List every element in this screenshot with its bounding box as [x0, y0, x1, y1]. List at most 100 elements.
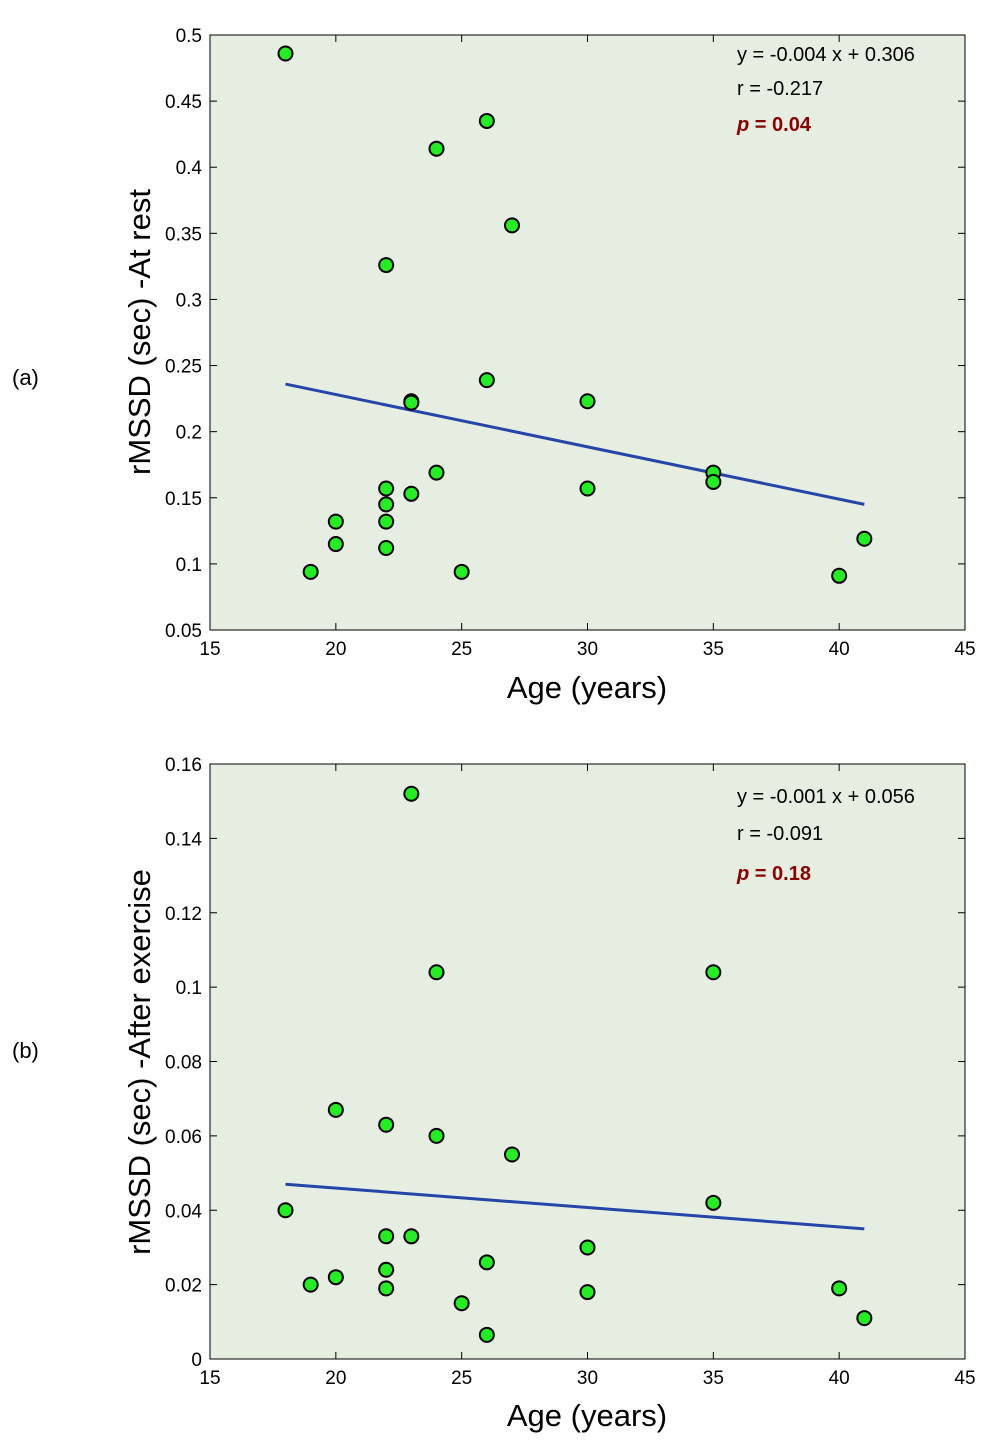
- x-tick-label: 25: [451, 639, 472, 660]
- x-tick-label: 20: [325, 639, 346, 660]
- data-point: [831, 1280, 848, 1297]
- y-tick-label: 0.06: [165, 1127, 202, 1148]
- data-point: [579, 1239, 596, 1256]
- data-point: [705, 1194, 722, 1211]
- data-point: [705, 473, 722, 490]
- p-value-number: = 0.04: [749, 114, 812, 136]
- x-tick-label: 35: [703, 639, 724, 660]
- data-point: [504, 1146, 520, 1163]
- regression-line: [285, 382, 865, 506]
- ticks: 15 20 25 30 35 40 45 0 0.02 0.04 0.06 0.08 0.1 0.12 0.…: [165, 755, 976, 1389]
- data-point: [428, 464, 445, 481]
- y-tick-label: 0.02: [165, 1276, 202, 1297]
- data-point: [478, 112, 495, 129]
- data-point: [705, 964, 722, 981]
- p-symbol: p: [736, 114, 749, 136]
- data-point: [327, 513, 344, 530]
- x-tick-label: 45: [954, 1368, 975, 1389]
- data-point: [428, 1127, 445, 1144]
- y-tick-label: 0.16: [165, 755, 202, 776]
- data-point: [327, 1101, 344, 1118]
- y-tick-label: 0.25: [165, 357, 202, 378]
- x-tick-label: 25: [451, 1368, 472, 1389]
- y-tick-label: 0.1: [176, 555, 202, 576]
- y-tick-label: 0.5: [176, 26, 202, 47]
- x-tick-label: 30: [577, 639, 598, 660]
- y-tick-label: 0.05: [165, 621, 202, 642]
- x-tick-label: 35: [703, 1368, 724, 1389]
- plot-area: [209, 763, 966, 1360]
- data-point: [378, 513, 395, 530]
- data-point: [856, 530, 873, 547]
- data-point: [478, 372, 495, 389]
- x-tick-label: 45: [954, 639, 975, 660]
- data-point: [277, 45, 294, 62]
- p-value: p = 0.18: [736, 863, 811, 885]
- data-point: [378, 1116, 395, 1133]
- y-tick-label: 0.04: [165, 1201, 202, 1222]
- fit-line-group: [285, 382, 865, 506]
- x-tick-label: 40: [829, 639, 850, 660]
- y-tick-label: 0.4: [176, 158, 203, 179]
- x-tick-label: 20: [325, 1368, 346, 1389]
- plot-area: [209, 34, 966, 631]
- x-tick-label: 40: [829, 1368, 850, 1389]
- data-point: [428, 964, 445, 981]
- ticks: 15 20 25 30 35 40 45 0.05 0.1 0.15 0.2 0.25 0.3 0.35 0…: [165, 26, 976, 660]
- data-point: [378, 1228, 395, 1245]
- y-tick-label: 0.2: [176, 423, 202, 444]
- y-tick-label: 0.14: [165, 829, 202, 850]
- x-tick-label: 15: [199, 1368, 220, 1389]
- data-point: [277, 1202, 294, 1219]
- y-tick-label: 0.15: [165, 489, 202, 510]
- data-point: [378, 480, 395, 497]
- y-tick-label: 0.12: [165, 904, 202, 925]
- data-point: [579, 393, 596, 410]
- points-group: [277, 45, 873, 584]
- data-point: [478, 1326, 495, 1343]
- panel-label: (a): [12, 365, 39, 390]
- data-point: [302, 1276, 319, 1293]
- y-tick-label: 0.3: [176, 290, 202, 311]
- data-point: [856, 1310, 873, 1327]
- fit-line-group: [285, 1182, 865, 1231]
- data-point: [327, 1269, 344, 1286]
- regression-line: [285, 1182, 865, 1231]
- data-point: [579, 1284, 596, 1301]
- correlation-r: r = -0.091: [737, 823, 823, 845]
- y-tick-label: 0.45: [165, 92, 202, 113]
- data-point: [453, 1295, 470, 1312]
- y-tick-label: 0.35: [165, 224, 202, 245]
- data-point: [378, 540, 395, 557]
- p-value: p = 0.04: [736, 114, 812, 136]
- data-point: [428, 140, 445, 157]
- data-point: [378, 1261, 395, 1278]
- panel-a: (a) 15 20 25 30 35 40 45 0.05 0.1 0.15 0.2 0.25 0.3 0…: [12, 26, 976, 705]
- regression-equation: y = -0.001 x + 0.056: [737, 786, 915, 808]
- data-point: [403, 485, 420, 502]
- data-point: [831, 567, 848, 584]
- y-tick-label: 0.1: [176, 978, 202, 999]
- panel-b: (b) 15 20 25 30 35 40 45 0 0.02 0.04 0.06 0.08 0.1 0.…: [12, 755, 976, 1433]
- data-point: [378, 257, 395, 274]
- data-point: [403, 394, 420, 411]
- x-tick-label: 30: [577, 1368, 598, 1389]
- data-point: [504, 217, 520, 234]
- data-point: [453, 563, 470, 580]
- y-tick-label: 0.08: [165, 1053, 202, 1074]
- correlation-r: r = -0.217: [737, 78, 823, 100]
- data-point: [579, 480, 596, 497]
- data-point: [378, 1280, 395, 1297]
- data-point: [378, 496, 395, 513]
- y-tick-label: 0: [191, 1350, 202, 1371]
- regression-equation: y = -0.004 x + 0.306: [737, 44, 915, 66]
- data-point: [327, 536, 344, 553]
- y-axis-title: rMSSD (sec) -At rest: [122, 189, 157, 475]
- p-symbol: p: [736, 863, 749, 885]
- x-axis-title: Age (years): [507, 670, 667, 705]
- data-point: [478, 1254, 495, 1271]
- x-axis-title: Age (years): [507, 1398, 667, 1433]
- x-tick-label: 15: [199, 639, 220, 660]
- data-point: [403, 1228, 420, 1245]
